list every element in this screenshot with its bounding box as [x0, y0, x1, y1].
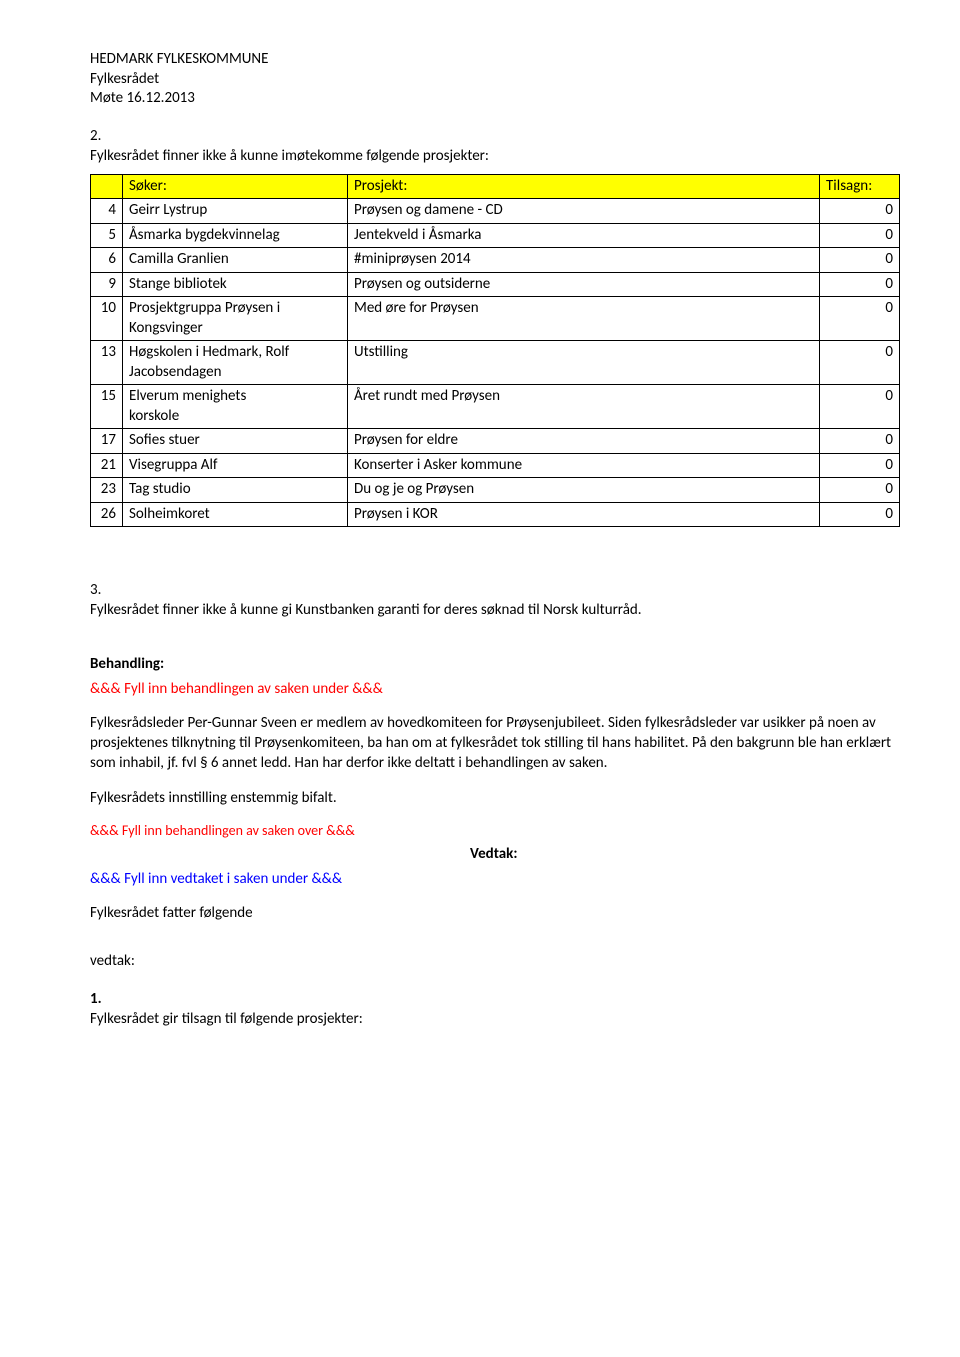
- row-prosjekt: Jentekveld i Åsmarka: [348, 223, 820, 248]
- vedtak-line-1: Fylkesrådet fatter følgende: [90, 903, 900, 923]
- row-num: 21: [91, 453, 123, 478]
- table-header-row: Søker: Prosjekt: Tilsagn:: [91, 174, 900, 199]
- section-3-number: 3.: [90, 581, 900, 599]
- header-prosjekt: Prosjekt:: [348, 174, 820, 199]
- behandling-para-2: Fylkesrådets innstilling enstemmig bifal…: [90, 788, 900, 808]
- table-row: 23 Tag studio Du og je og Prøysen 0: [91, 478, 900, 503]
- row-soker: Tag studio: [123, 478, 348, 503]
- row-soker: Geirr Lystrup: [123, 199, 348, 224]
- row-prosjekt: Prøysen og outsiderne: [348, 272, 820, 297]
- table-row: 26 Solheimkoret Prøysen i KOR 0: [91, 502, 900, 527]
- row-soker: Sofies stuer: [123, 429, 348, 454]
- projects-table: Søker: Prosjekt: Tilsagn: 4 Geirr Lystru…: [90, 174, 900, 528]
- row-num: 13: [91, 341, 123, 385]
- behandling-para-1: Fylkesrådsleder Per-Gunnar Sveen er medl…: [90, 713, 900, 774]
- vedtak-line-2: vedtak:: [90, 951, 900, 971]
- section-3-text: Fylkesrådet finner ikke å kunne gi Kunst…: [90, 600, 900, 620]
- header-soker: Søker:: [123, 174, 348, 199]
- row-prosjekt: Konserter i Asker kommune: [348, 453, 820, 478]
- row-soker: Høgskolen i Hedmark, RolfJacobsendagen: [123, 341, 348, 385]
- row-tilsagn: 0: [820, 248, 900, 273]
- table-row: 10 Prosjektgruppa Prøysen iKongsvinger M…: [91, 297, 900, 341]
- row-prosjekt: #miniprøysen 2014: [348, 248, 820, 273]
- table-row: 17 Sofies stuer Prøysen for eldre 0: [91, 429, 900, 454]
- section-1-text: Fylkesrådet gir tilsagn til følgende pro…: [90, 1009, 900, 1029]
- row-prosjekt: Året rundt med Prøysen: [348, 385, 820, 429]
- section-2-number: 2.: [90, 127, 900, 145]
- row-num: 23: [91, 478, 123, 503]
- section-1-number: 1.: [90, 990, 900, 1008]
- header-line-2: Fylkesrådet: [90, 70, 900, 90]
- table-row: 6 Camilla Granlien #miniprøysen 2014 0: [91, 248, 900, 273]
- row-tilsagn: 0: [820, 478, 900, 503]
- vedtak-title: Vedtak:: [90, 845, 900, 863]
- row-soker: Camilla Granlien: [123, 248, 348, 273]
- row-num: 15: [91, 385, 123, 429]
- row-tilsagn: 0: [820, 429, 900, 454]
- table-row: 13 Høgskolen i Hedmark, RolfJacobsendage…: [91, 341, 900, 385]
- row-tilsagn: 0: [820, 297, 900, 341]
- fill-vedtak-under: &&& Fyll inn vedtaket i saken under &&&: [90, 869, 900, 889]
- row-prosjekt: Du og je og Prøysen: [348, 478, 820, 503]
- row-num: 26: [91, 502, 123, 527]
- row-prosjekt: Prøysen for eldre: [348, 429, 820, 454]
- row-num: 17: [91, 429, 123, 454]
- fill-behandling-under: &&& Fyll inn behandlingen av saken under…: [90, 679, 900, 699]
- row-soker: Prosjektgruppa Prøysen iKongsvinger: [123, 297, 348, 341]
- row-soker: Visegruppa Alf: [123, 453, 348, 478]
- row-num: 10: [91, 297, 123, 341]
- row-num: 4: [91, 199, 123, 224]
- row-soker: Elverum menighetskorskole: [123, 385, 348, 429]
- row-num: 9: [91, 272, 123, 297]
- row-prosjekt: Prøysen og damene - CD: [348, 199, 820, 224]
- table-row: 9 Stange bibliotek Prøysen og outsiderne…: [91, 272, 900, 297]
- row-prosjekt: Utstilling: [348, 341, 820, 385]
- document-header: HEDMARK FYLKESKOMMUNE Fylkesrådet Møte 1…: [90, 50, 900, 109]
- row-tilsagn: 0: [820, 453, 900, 478]
- row-tilsagn: 0: [820, 502, 900, 527]
- table-row: 15 Elverum menighetskorskole Året rundt …: [91, 385, 900, 429]
- row-tilsagn: 0: [820, 272, 900, 297]
- row-tilsagn: 0: [820, 341, 900, 385]
- row-tilsagn: 0: [820, 223, 900, 248]
- row-prosjekt: Med øre for Prøysen: [348, 297, 820, 341]
- table-row: 5 Åsmarka bygdekvinnelag Jentekveld i Ås…: [91, 223, 900, 248]
- row-tilsagn: 0: [820, 385, 900, 429]
- row-soker: Solheimkoret: [123, 502, 348, 527]
- header-line-1: HEDMARK FYLKESKOMMUNE: [90, 50, 900, 70]
- section-2-text: Fylkesrådet finner ikke å kunne imøtekom…: [90, 146, 900, 166]
- row-num: 5: [91, 223, 123, 248]
- fill-behandling-over: &&& Fyll inn behandlingen av saken over …: [90, 822, 900, 839]
- behandling-title: Behandling:: [90, 655, 900, 673]
- header-tilsagn: Tilsagn:: [820, 174, 900, 199]
- row-soker: Åsmarka bygdekvinnelag: [123, 223, 348, 248]
- table-row: 4 Geirr Lystrup Prøysen og damene - CD 0: [91, 199, 900, 224]
- row-num: 6: [91, 248, 123, 273]
- row-tilsagn: 0: [820, 199, 900, 224]
- header-num: [91, 174, 123, 199]
- table-row: 21 Visegruppa Alf Konserter i Asker komm…: [91, 453, 900, 478]
- header-line-3: Møte 16.12.2013: [90, 89, 900, 109]
- row-prosjekt: Prøysen i KOR: [348, 502, 820, 527]
- row-soker: Stange bibliotek: [123, 272, 348, 297]
